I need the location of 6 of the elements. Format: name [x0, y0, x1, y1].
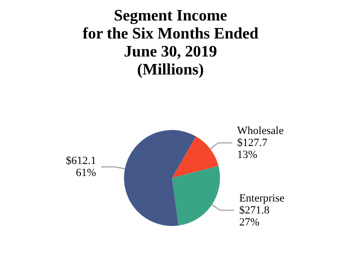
data-label: $612.1 61% [66, 154, 96, 179]
data-label: $127.7 13% [237, 136, 268, 161]
slice-label: Wholesale [237, 124, 284, 137]
chart-title: Segment Income for the Six Months Ended June 30, 2019 (Millions) [82, 8, 258, 78]
data-label: $271.8 27% [239, 204, 270, 228]
slice-label: Enterprise [239, 192, 285, 204]
